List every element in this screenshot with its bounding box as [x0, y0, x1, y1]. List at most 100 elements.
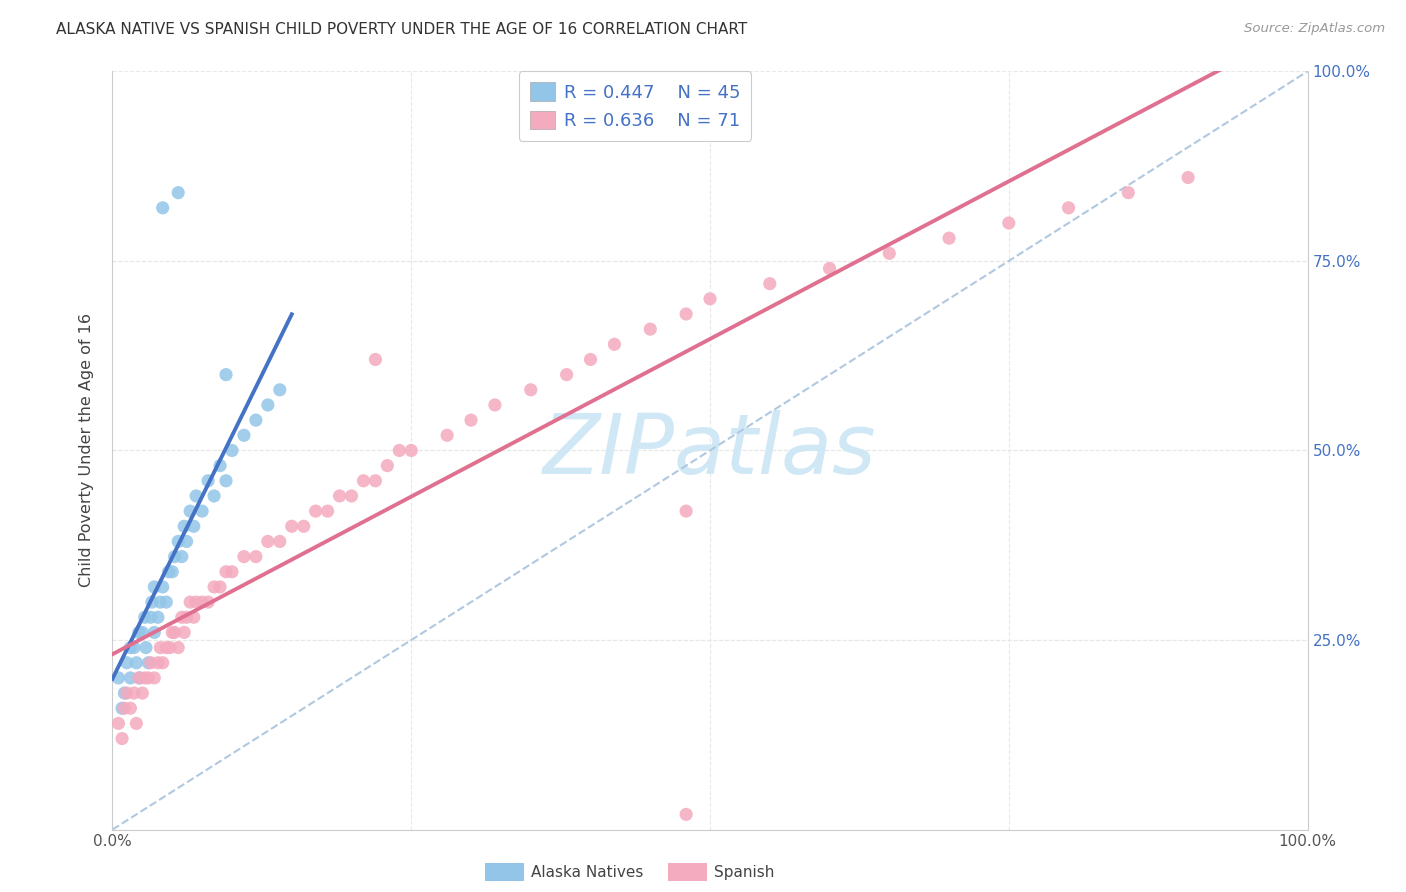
Point [579, 352, 602, 367]
Point [139, 656, 162, 670]
Point [603, 87, 626, 102]
Point [115, 686, 138, 700]
Point [155, 640, 177, 655]
Text: ZIPatlas: ZIPatlas [543, 410, 877, 491]
Point [163, 549, 186, 564]
Point [186, 595, 208, 609]
Point [197, 595, 219, 609]
Point [818, 261, 841, 276]
Point [152, 580, 174, 594]
Point [138, 671, 160, 685]
Point [215, 565, 238, 579]
Point [555, 87, 578, 102]
Point [364, 474, 387, 488]
Point [107, 671, 129, 685]
Point [675, 307, 697, 321]
Point [221, 565, 243, 579]
Point [146, 610, 169, 624]
Point [183, 519, 205, 533]
Point [340, 489, 363, 503]
Point [141, 595, 163, 609]
Point [155, 595, 177, 609]
Point [257, 398, 280, 412]
Point [125, 656, 148, 670]
Point [233, 428, 256, 442]
Point [149, 595, 172, 609]
Point [157, 565, 180, 579]
Point [377, 458, 399, 473]
Point [114, 686, 135, 700]
Point [163, 625, 186, 640]
Point [245, 549, 267, 564]
Point [401, 443, 423, 458]
Point [305, 504, 328, 518]
Point [269, 383, 291, 397]
Point [149, 640, 172, 655]
Point [143, 580, 166, 594]
Point [107, 716, 129, 731]
Point [460, 413, 482, 427]
Point [115, 656, 138, 670]
Point [125, 716, 148, 731]
Point [134, 610, 156, 624]
Point [675, 504, 697, 518]
Point [202, 580, 225, 594]
Point [170, 549, 193, 564]
Point [111, 731, 134, 746]
Point [162, 565, 183, 579]
Point [176, 610, 198, 624]
Point [135, 640, 157, 655]
Point [281, 519, 304, 533]
Point [162, 625, 183, 640]
Point [292, 519, 315, 533]
Text: ALASKA NATIVE VS SPANISH CHILD POVERTY UNDER THE AGE OF 16 CORRELATION CHART: ALASKA NATIVE VS SPANISH CHILD POVERTY U… [56, 22, 748, 37]
Point [1118, 186, 1140, 200]
Point [257, 534, 280, 549]
Text: Source: ZipAtlas.com: Source: ZipAtlas.com [1244, 22, 1385, 36]
Point [183, 610, 205, 624]
Point [603, 337, 626, 351]
Point [167, 534, 190, 549]
Point [197, 474, 219, 488]
Point [131, 625, 153, 640]
Text: Spanish: Spanish [714, 865, 775, 880]
Point [209, 580, 232, 594]
Point [215, 368, 238, 382]
Point [131, 686, 153, 700]
Point [120, 640, 142, 655]
Y-axis label: Child Poverty Under the Age of 16: Child Poverty Under the Age of 16 [79, 313, 94, 588]
Point [221, 443, 243, 458]
Point [233, 549, 256, 564]
Point [520, 383, 543, 397]
Point [120, 671, 142, 685]
Point [215, 474, 238, 488]
Point [675, 807, 697, 822]
Point [352, 474, 374, 488]
Point [388, 443, 411, 458]
Point [114, 701, 135, 715]
Point [1057, 201, 1080, 215]
Point [146, 656, 169, 670]
Point [134, 671, 156, 685]
Point [436, 428, 458, 442]
Point [138, 656, 160, 670]
Point [159, 640, 181, 655]
Point [120, 701, 142, 715]
Point [170, 610, 193, 624]
Point [122, 686, 145, 700]
Point [139, 610, 162, 624]
Point [111, 701, 134, 715]
Point [640, 322, 662, 336]
Point [329, 489, 352, 503]
Point [245, 413, 267, 427]
Point [179, 595, 201, 609]
Text: Alaska Natives: Alaska Natives [531, 865, 644, 880]
Point [167, 186, 190, 200]
Point [202, 489, 225, 503]
Point [176, 534, 198, 549]
Point [152, 656, 174, 670]
Point [759, 277, 782, 291]
Point [186, 489, 208, 503]
Point [879, 246, 901, 260]
Point [316, 504, 339, 518]
